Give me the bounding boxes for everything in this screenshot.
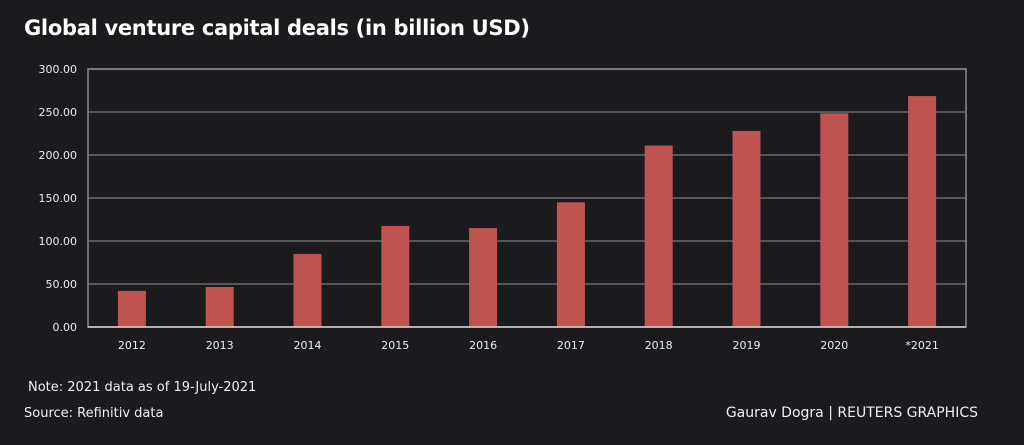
y-tick-label: 0.00 [53,321,78,334]
x-tick-label: 2018 [645,339,673,352]
x-tick-label: 2014 [294,339,322,352]
credit-text: Gaurav Dogra | REUTERS GRAPHICS [725,405,978,421]
bar-2021 [908,96,937,327]
source-text: Source: Refinitiv data [24,406,164,421]
x-tick-label: 2015 [381,339,409,352]
y-tick-label: 150.00 [39,192,78,205]
bar-2017 [556,202,585,327]
bar-2020 [820,113,849,327]
note-text: Note: 2021 data as of 19-July-2021 [28,380,257,395]
bar-2013 [205,287,234,327]
y-tick-label: 50.00 [46,278,78,291]
y-tick-label: 200.00 [39,149,78,162]
x-tick-label: *2021 [905,339,939,352]
bar-2012 [117,290,146,327]
chart-title: Global venture capital deals (in billion… [24,16,530,40]
bar-2016 [469,228,498,327]
x-tick-label: 2020 [820,339,848,352]
x-tick-label: 2017 [557,339,585,352]
y-tick-label: 300.00 [39,63,78,76]
bar-2019 [732,130,761,327]
bar-2015 [381,225,410,327]
bar-2014 [293,253,322,327]
x-tick-label: 2012 [118,339,146,352]
x-tick-label: 2019 [733,339,761,352]
y-tick-label: 100.00 [39,235,78,248]
bar-2018 [644,145,673,327]
x-tick-label: 2013 [206,339,234,352]
x-tick-label: 2016 [469,339,497,352]
y-tick-label: 250.00 [39,106,78,119]
